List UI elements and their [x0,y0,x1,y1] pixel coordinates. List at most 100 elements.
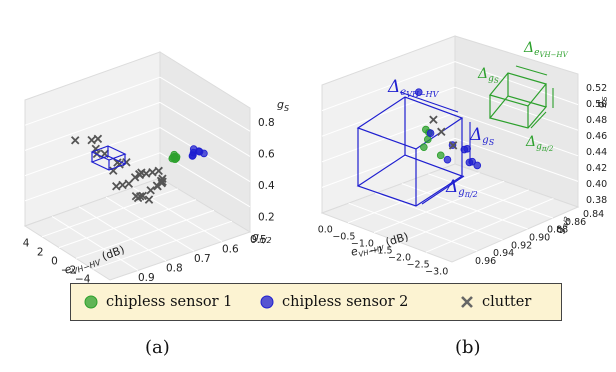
grid-line [24,152,161,202]
panel-a-y-label: gπ/2 [252,230,272,245]
clutter-point [112,182,121,191]
y-tick-label: 0.90 [529,233,550,244]
grid-line [401,183,528,230]
z-tick-label: 0.46 [586,131,607,142]
panel-a-pane-floor [23,177,252,281]
grid-line [321,137,456,188]
grid-line [348,202,478,252]
x-tick-label: −4 [75,274,91,286]
grid-line [159,101,251,157]
clutter-point [124,179,134,188]
grid-line [51,215,139,271]
legend: chipless sensor 1 chipless sensor 2 clut… [70,283,562,321]
z-tick-label: 0.42 [586,163,607,174]
x-tick-label: 0.0 [318,225,333,236]
panel-b-z-ticks: 0.38 0.40 0.42 0.44 0.46 0.48 0.50 0.52 [586,83,607,206]
x-tick-label: −2 [61,265,76,277]
panel-b-dimension-arrows [399,65,554,205]
grid-line [454,61,579,106]
grid-line [75,209,215,259]
y-tick-label: 0.84 [583,209,604,220]
y-tick-label: 0.9 [138,272,155,284]
grid-line [159,76,251,132]
legend-item-sensor2: chipless sensor 2 [259,284,408,320]
clutter-point [135,170,145,180]
x-tick-label: −0.5 [332,232,355,243]
z-tick-label: 0.52 [586,83,607,94]
sensor-point [436,151,445,160]
sensor-point [463,144,471,153]
green-circle-icon [84,295,98,309]
panel-b-annotation-green-e: ΔeVH−HV [523,40,569,59]
grid-line [105,196,195,252]
grid-line [375,192,503,241]
z-tick-label: 0.44 [586,147,607,158]
legend-label: chipless sensor 1 [106,294,233,310]
x-tick-label: −1.5 [369,246,392,257]
z-tick-label: 0.6 [258,148,275,160]
clutter-point [118,180,127,190]
sensor-point [414,88,423,96]
sensor-point [426,129,435,137]
clutter-point [138,191,147,201]
sensor-point [172,154,181,163]
grid-line [321,86,456,137]
panel-b-pane-floor [320,163,580,263]
grid-line [425,197,554,253]
clutter-point [93,134,103,144]
y-tick-label: 0.94 [493,248,514,259]
z-tick-label: 0.48 [586,115,607,126]
sensor-point [473,161,482,170]
grid-line [24,76,161,126]
sensor-point [189,151,197,160]
y-tick-label: 0.92 [511,240,532,251]
clutter-point [70,136,80,145]
panel-a-sensor2-box [90,145,127,171]
panel-a-z-ticks: 0.2 0.4 0.6 0.8 [258,117,275,224]
grid-line [454,112,579,157]
y-tick-label: 0.96 [475,256,496,267]
grid-line [132,187,223,243]
grid-line [24,101,161,151]
y-tick-label: 0.5 [250,234,267,246]
blue-circle-icon [260,295,274,309]
panel-a-y-ticks: 0.5 0.6 0.7 0.8 0.9 [138,234,267,284]
clutter-point [141,169,151,178]
legend-item-clutter: clutter [459,284,531,320]
caption-a: (a) [145,337,170,358]
clutter-point [113,158,122,167]
y-tick-label: 0.88 [547,225,568,236]
panel-b-annotation-blue-gpi: Δgπ/2 [445,177,478,199]
z-tick-label: 0.50 [586,99,607,110]
grid-line [92,220,233,270]
panel-a-grid [24,76,251,271]
z-tick-label: 0.8 [258,117,275,129]
x-tick-label: 2 [37,247,44,259]
clutter-point [158,174,167,183]
clutter-point [148,167,157,177]
caption-b: (b) [455,337,481,358]
panel-b-grid [321,61,579,253]
clutter-point [154,166,163,176]
sensor-point [465,158,474,167]
panel-a: 420−2−4−6 0.50.60.70.80.9 0.20.40.60.8 e… [23,51,289,295]
panel-a-z-label: gS [277,98,289,113]
grid-line [373,180,505,234]
clutter-point [87,135,96,145]
grid-line [321,61,456,112]
y-tick-label: 0.7 [194,253,211,265]
sensor-point [423,135,432,144]
legend-label: clutter [482,294,532,310]
clutter-point [135,192,145,201]
panel-a-points [70,134,208,204]
y-tick-label: 0.8 [166,263,183,275]
panel-b-y-label: gπ/2 [552,213,571,235]
legend-item-sensor1: chipless sensor 1 [83,284,232,320]
x-mark-icon [461,296,473,308]
grid-line [78,206,167,262]
y-tick-label: 0.6 [222,243,239,255]
x-tick-label: −2.5 [407,260,430,271]
clutter-point [144,195,154,204]
clutter-point [158,177,167,187]
grid-line [347,172,480,224]
